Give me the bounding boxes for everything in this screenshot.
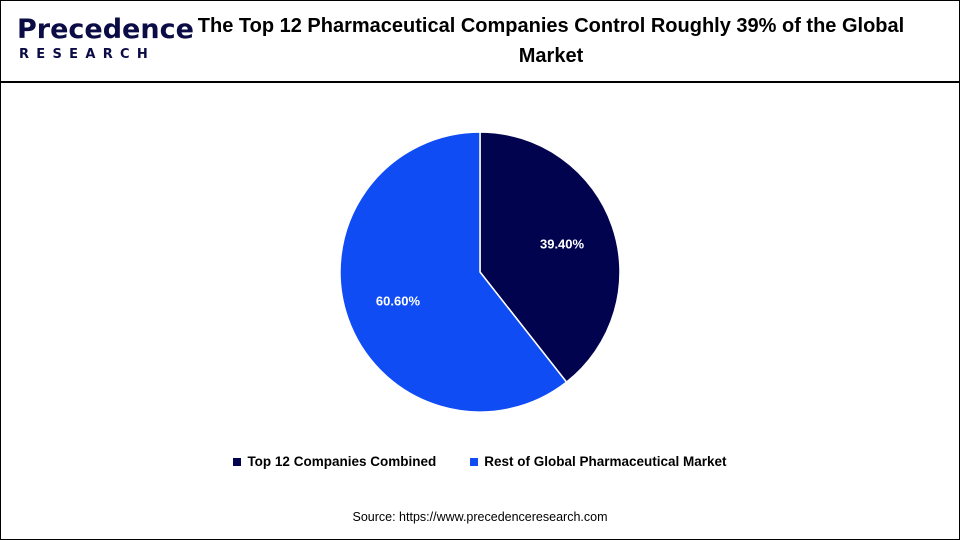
legend: Top 12 Companies Combined Rest of Global… bbox=[0, 454, 960, 469]
legend-item-top12: Top 12 Companies Combined bbox=[233, 454, 436, 469]
logo-subtitle: RESEARCH bbox=[19, 47, 156, 62]
precedence-research-logo: Precedence RESEARCH bbox=[17, 15, 194, 67]
legend-swatch-rest bbox=[470, 457, 479, 466]
legend-label-top12: Top 12 Companies Combined bbox=[247, 454, 437, 469]
source-note: Source: https://www.precedenceresearch.c… bbox=[352, 510, 608, 524]
logo-wordmark: Precedence bbox=[17, 14, 194, 45]
legend-swatch-top12 bbox=[233, 457, 242, 466]
pie-slice-rest bbox=[339, 131, 568, 413]
header-bar: Precedence RESEARCH The Top 12 Pharmaceu… bbox=[1, 1, 959, 83]
data-label-rest: 60.60% bbox=[376, 293, 421, 308]
chart-title: The Top 12 Pharmaceutical Companies Cont… bbox=[197, 15, 905, 67]
data-label-top12: 39.40% bbox=[540, 237, 585, 252]
pie-slice-top12 bbox=[479, 131, 621, 384]
legend-label-rest: Rest of Global Pharmaceutical Market bbox=[484, 454, 727, 469]
legend-item-rest: Rest of Global Pharmaceutical Market bbox=[470, 454, 727, 469]
